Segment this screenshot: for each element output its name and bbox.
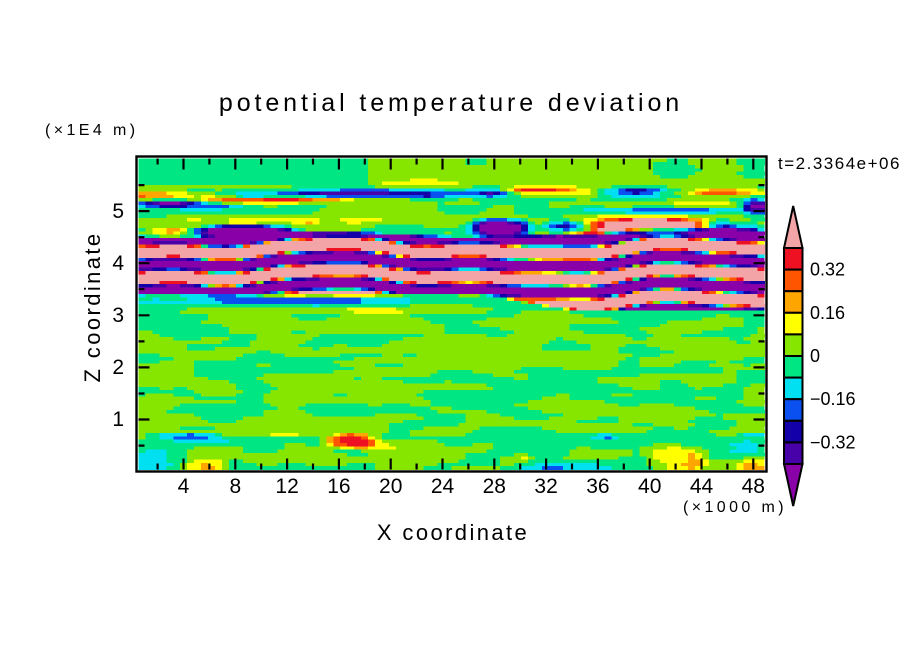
svg-text:t=2.3364e+06: t=2.3364e+06 [778,154,901,173]
svg-text:20: 20 [379,475,402,498]
svg-text:24: 24 [431,475,455,498]
svg-text:(×1E4 m): (×1E4 m) [45,122,138,139]
svg-text:X coordinate: X coordinate [377,520,529,545]
svg-text:32: 32 [534,475,557,498]
svg-text:28: 28 [483,475,506,498]
svg-text:12: 12 [275,475,298,498]
svg-text:0.16: 0.16 [810,303,845,323]
svg-text:8: 8 [229,475,241,498]
svg-text:44: 44 [690,475,714,498]
svg-text:4: 4 [178,475,190,498]
svg-text:potential temperature deviatio: potential temperature deviation [219,89,683,117]
svg-text:(×1000 m): (×1000 m) [683,499,787,516]
svg-text:−0.32: −0.32 [810,432,856,452]
svg-text:1: 1 [112,408,124,431]
svg-text:4: 4 [112,252,124,275]
svg-text:40: 40 [638,475,661,498]
svg-text:48: 48 [742,475,765,498]
svg-text:Z coordinate: Z coordinate [80,231,105,382]
svg-text:−0.16: −0.16 [810,389,856,409]
svg-text:0.32: 0.32 [810,260,845,280]
svg-text:16: 16 [327,475,350,498]
svg-text:2: 2 [112,356,124,379]
svg-text:3: 3 [112,304,124,327]
svg-text:36: 36 [586,475,609,498]
svg-text:0: 0 [810,346,820,366]
svg-text:5: 5 [112,200,124,223]
